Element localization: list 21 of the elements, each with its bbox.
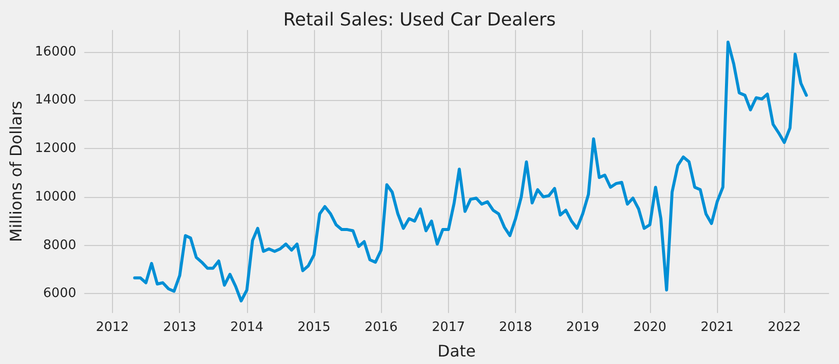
- x-tick-label: 2013: [163, 320, 196, 335]
- x-tick-label: 2016: [364, 320, 398, 335]
- y-axis-title: Millions of Dollars: [6, 100, 26, 242]
- x-tick-label: 2021: [700, 320, 734, 335]
- line-series: [133, 40, 808, 302]
- y-tick-label: 12000: [34, 141, 76, 156]
- y-tick-label: 14000: [34, 92, 76, 108]
- x-tick-label: 2014: [230, 320, 264, 335]
- y-tick-label: 6000: [43, 286, 76, 302]
- y-tick-label: 10000: [34, 189, 76, 204]
- x-tick-label: 2015: [297, 320, 331, 335]
- y-tick-label: 8000: [43, 238, 76, 253]
- x-tick-label: 2018: [499, 320, 532, 335]
- x-tick-label: 2012: [96, 320, 129, 335]
- x-axis-title: Date: [438, 342, 476, 360]
- x-tick-label: 2022: [768, 320, 801, 335]
- x-tick-label: 2017: [432, 320, 465, 335]
- chart-title: Retail Sales: Used Car Dealers: [283, 10, 556, 30]
- x-tick-label: 2019: [566, 320, 600, 335]
- y-tick-label: 16000: [34, 44, 76, 60]
- x-tick-label: 2020: [633, 320, 666, 335]
